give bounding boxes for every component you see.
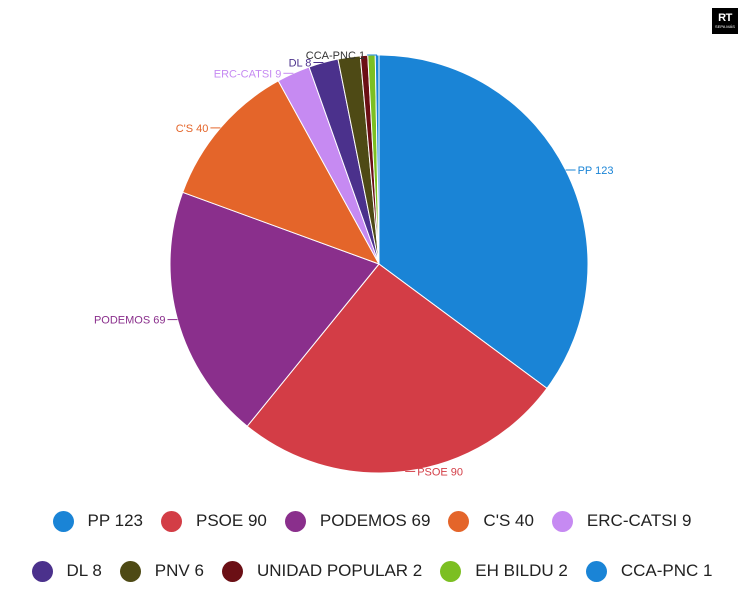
legend-swatch (161, 510, 182, 532)
pie-slices (169, 54, 589, 474)
legend-swatch (52, 510, 74, 532)
rt-logo-subtext: SEPA MÁS (715, 23, 735, 29)
legend-swatch (585, 560, 607, 582)
legend-swatch (31, 560, 53, 582)
legend-label: PSOE 90 (196, 511, 267, 530)
legend-label: CCA-PNC 1 (620, 561, 713, 580)
rt-logo: RT SEPA MÁS (712, 8, 738, 34)
slice-labels: PP 123 PSOE 90 PODEMOS 69 C'S 40 ERC-CATSI 9… (94, 50, 614, 478)
legend-item-unidad-popular[interactable]: UNIDAD POPULAR 2 (221, 560, 423, 582)
legend-swatch (440, 560, 462, 582)
legend-swatch (221, 560, 243, 582)
legend-item-podemos[interactable]: PODEMOS 69 (284, 510, 431, 532)
slice-label-dl: DL 8 (289, 58, 312, 70)
slice-label-cca-pnc: CCA-PNC 1 (306, 50, 365, 62)
legend-label: EH BILDU 2 (475, 561, 568, 580)
legend-item-cca-pnc[interactable]: CCA-PNC 1 (585, 560, 713, 582)
legend-item-pnv[interactable]: PNV 6 (119, 560, 204, 582)
pie-slice-psoe (246, 263, 548, 474)
slice-label-psoe: PSOE 90 (417, 466, 463, 478)
legend-label: PP 123 (87, 511, 143, 530)
slice-label-pp: PP 123 (578, 165, 614, 177)
legend-label: DL 8 (66, 561, 102, 580)
legend-swatch (551, 510, 573, 532)
legend-label: PNV 6 (154, 561, 204, 580)
legend-row-2: DL 8 PNV 6 UNIDAD POPULAR 2 EH BILDU 2 CCA-P… (0, 556, 744, 586)
legend-item-psoe[interactable]: PSOE 90 (161, 510, 267, 532)
pie-slice-c-s (182, 80, 381, 265)
legend-label: ERC-CATSI 9 (586, 511, 692, 530)
legend-swatch (119, 560, 141, 582)
slice-label-erc-catsi: ERC-CATSI 9 (214, 68, 282, 80)
legend-item-pp[interactable]: PP 123 (52, 510, 143, 532)
pie-slice-podemos (169, 191, 380, 427)
legend-label: C'S 40 (483, 511, 534, 530)
pie-slice-pp (378, 54, 589, 390)
legend-swatch (448, 510, 470, 532)
legend-item-eh-bildu[interactable]: EH BILDU 2 (440, 560, 568, 582)
legend-label: PODEMOS 69 (319, 511, 431, 530)
slice-label-c-s: C'S 40 (176, 123, 209, 135)
legend-label: UNIDAD POPULAR 2 (256, 561, 423, 580)
legend-row-1: PP 123 PSOE 90 PODEMOS 69 C'S 40 ERC-CATSI 9 (0, 506, 744, 536)
legend-item-dl[interactable]: DL 8 (31, 560, 102, 582)
slice-label-podemos: PODEMOS 69 (94, 315, 166, 327)
rt-logo-text: RT (718, 11, 732, 24)
legend-swatch (284, 510, 306, 532)
legend-item-erc-catsi[interactable]: ERC-CATSI 9 (551, 510, 692, 532)
legend-item-c-s[interactable]: C'S 40 (448, 510, 534, 532)
pie-chart: PP 123 PSOE 90 PODEMOS 69 C'S 40 ERC-CATSI 9… (94, 50, 614, 478)
